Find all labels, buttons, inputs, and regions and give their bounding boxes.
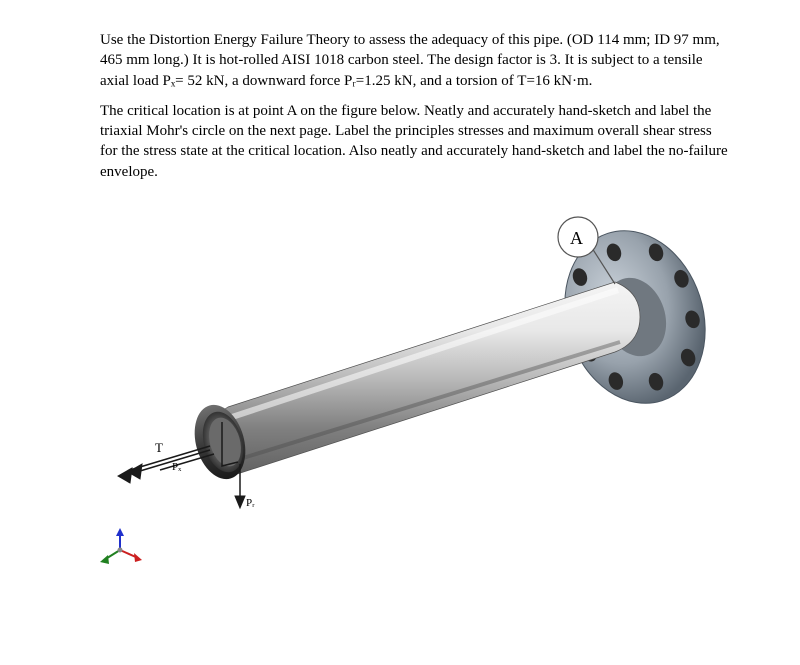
figure-container: T Pₓ Pᵣ A xyxy=(100,202,730,582)
pipe-body xyxy=(205,282,640,477)
label-Px: Pₓ xyxy=(172,461,182,473)
label-T: T xyxy=(155,440,163,455)
label-Pz: Pᵣ xyxy=(246,497,255,509)
coordinate-system-icon xyxy=(100,528,142,564)
paragraph-2: The critical location is at point A on t… xyxy=(100,101,730,182)
pipe-figure: T Pₓ Pᵣ xyxy=(100,202,730,582)
point-A-label: A xyxy=(570,226,583,250)
paragraph-1: Use the Distortion Energy Failure Theory… xyxy=(100,30,730,91)
